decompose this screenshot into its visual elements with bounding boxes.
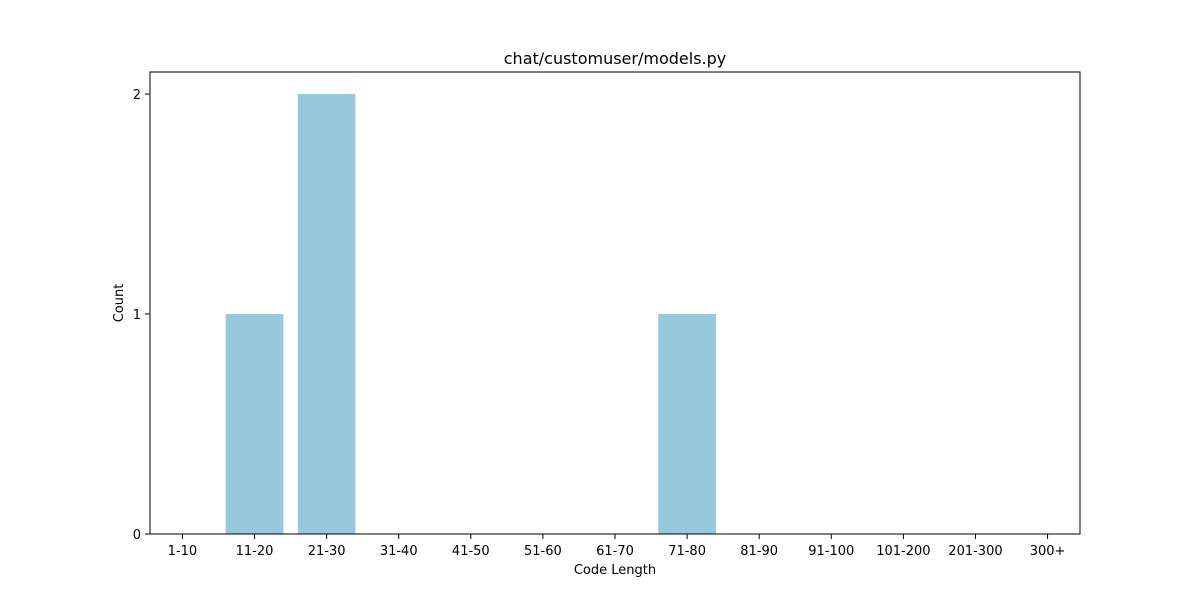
x-tick-label: 300+ xyxy=(1030,544,1066,559)
x-tick-label: 11-20 xyxy=(236,544,274,559)
plot-frame xyxy=(149,71,1081,535)
y-tick-label: 1 xyxy=(133,308,141,323)
bars-layer xyxy=(225,94,716,534)
x-tick-label: 51-60 xyxy=(524,544,562,559)
y-tick-label: 0 xyxy=(133,528,141,543)
x-tick-label: 21-30 xyxy=(308,544,346,559)
x-tick-label: 81-90 xyxy=(740,544,778,559)
x-tick-label: 201-300 xyxy=(948,544,1002,559)
x-tick-label: 1-10 xyxy=(168,544,198,559)
x-axis-title: Code Length xyxy=(574,563,656,578)
x-tick-label: 101-200 xyxy=(876,544,930,559)
x-tick-label: 91-100 xyxy=(808,544,854,559)
y-axis-title: Count xyxy=(112,284,127,323)
x-tick-label: 31-40 xyxy=(380,544,418,559)
bar-11-20 xyxy=(225,314,284,534)
x-tick-label: 41-50 xyxy=(452,544,490,559)
y-tick-label: 2 xyxy=(133,88,141,103)
x-tick-label: 71-80 xyxy=(668,544,706,559)
bar-21-30 xyxy=(297,94,356,534)
y-axis: 0 1 2 xyxy=(133,88,150,543)
chart-title: chat/customuser/models.py xyxy=(504,49,726,68)
x-tick-label: 61-70 xyxy=(596,544,634,559)
bar-71-80 xyxy=(658,314,716,534)
x-axis: 1-10 11-20 21-30 31-40 41-50 51-60 61-70 71-80 8… xyxy=(168,534,1066,559)
